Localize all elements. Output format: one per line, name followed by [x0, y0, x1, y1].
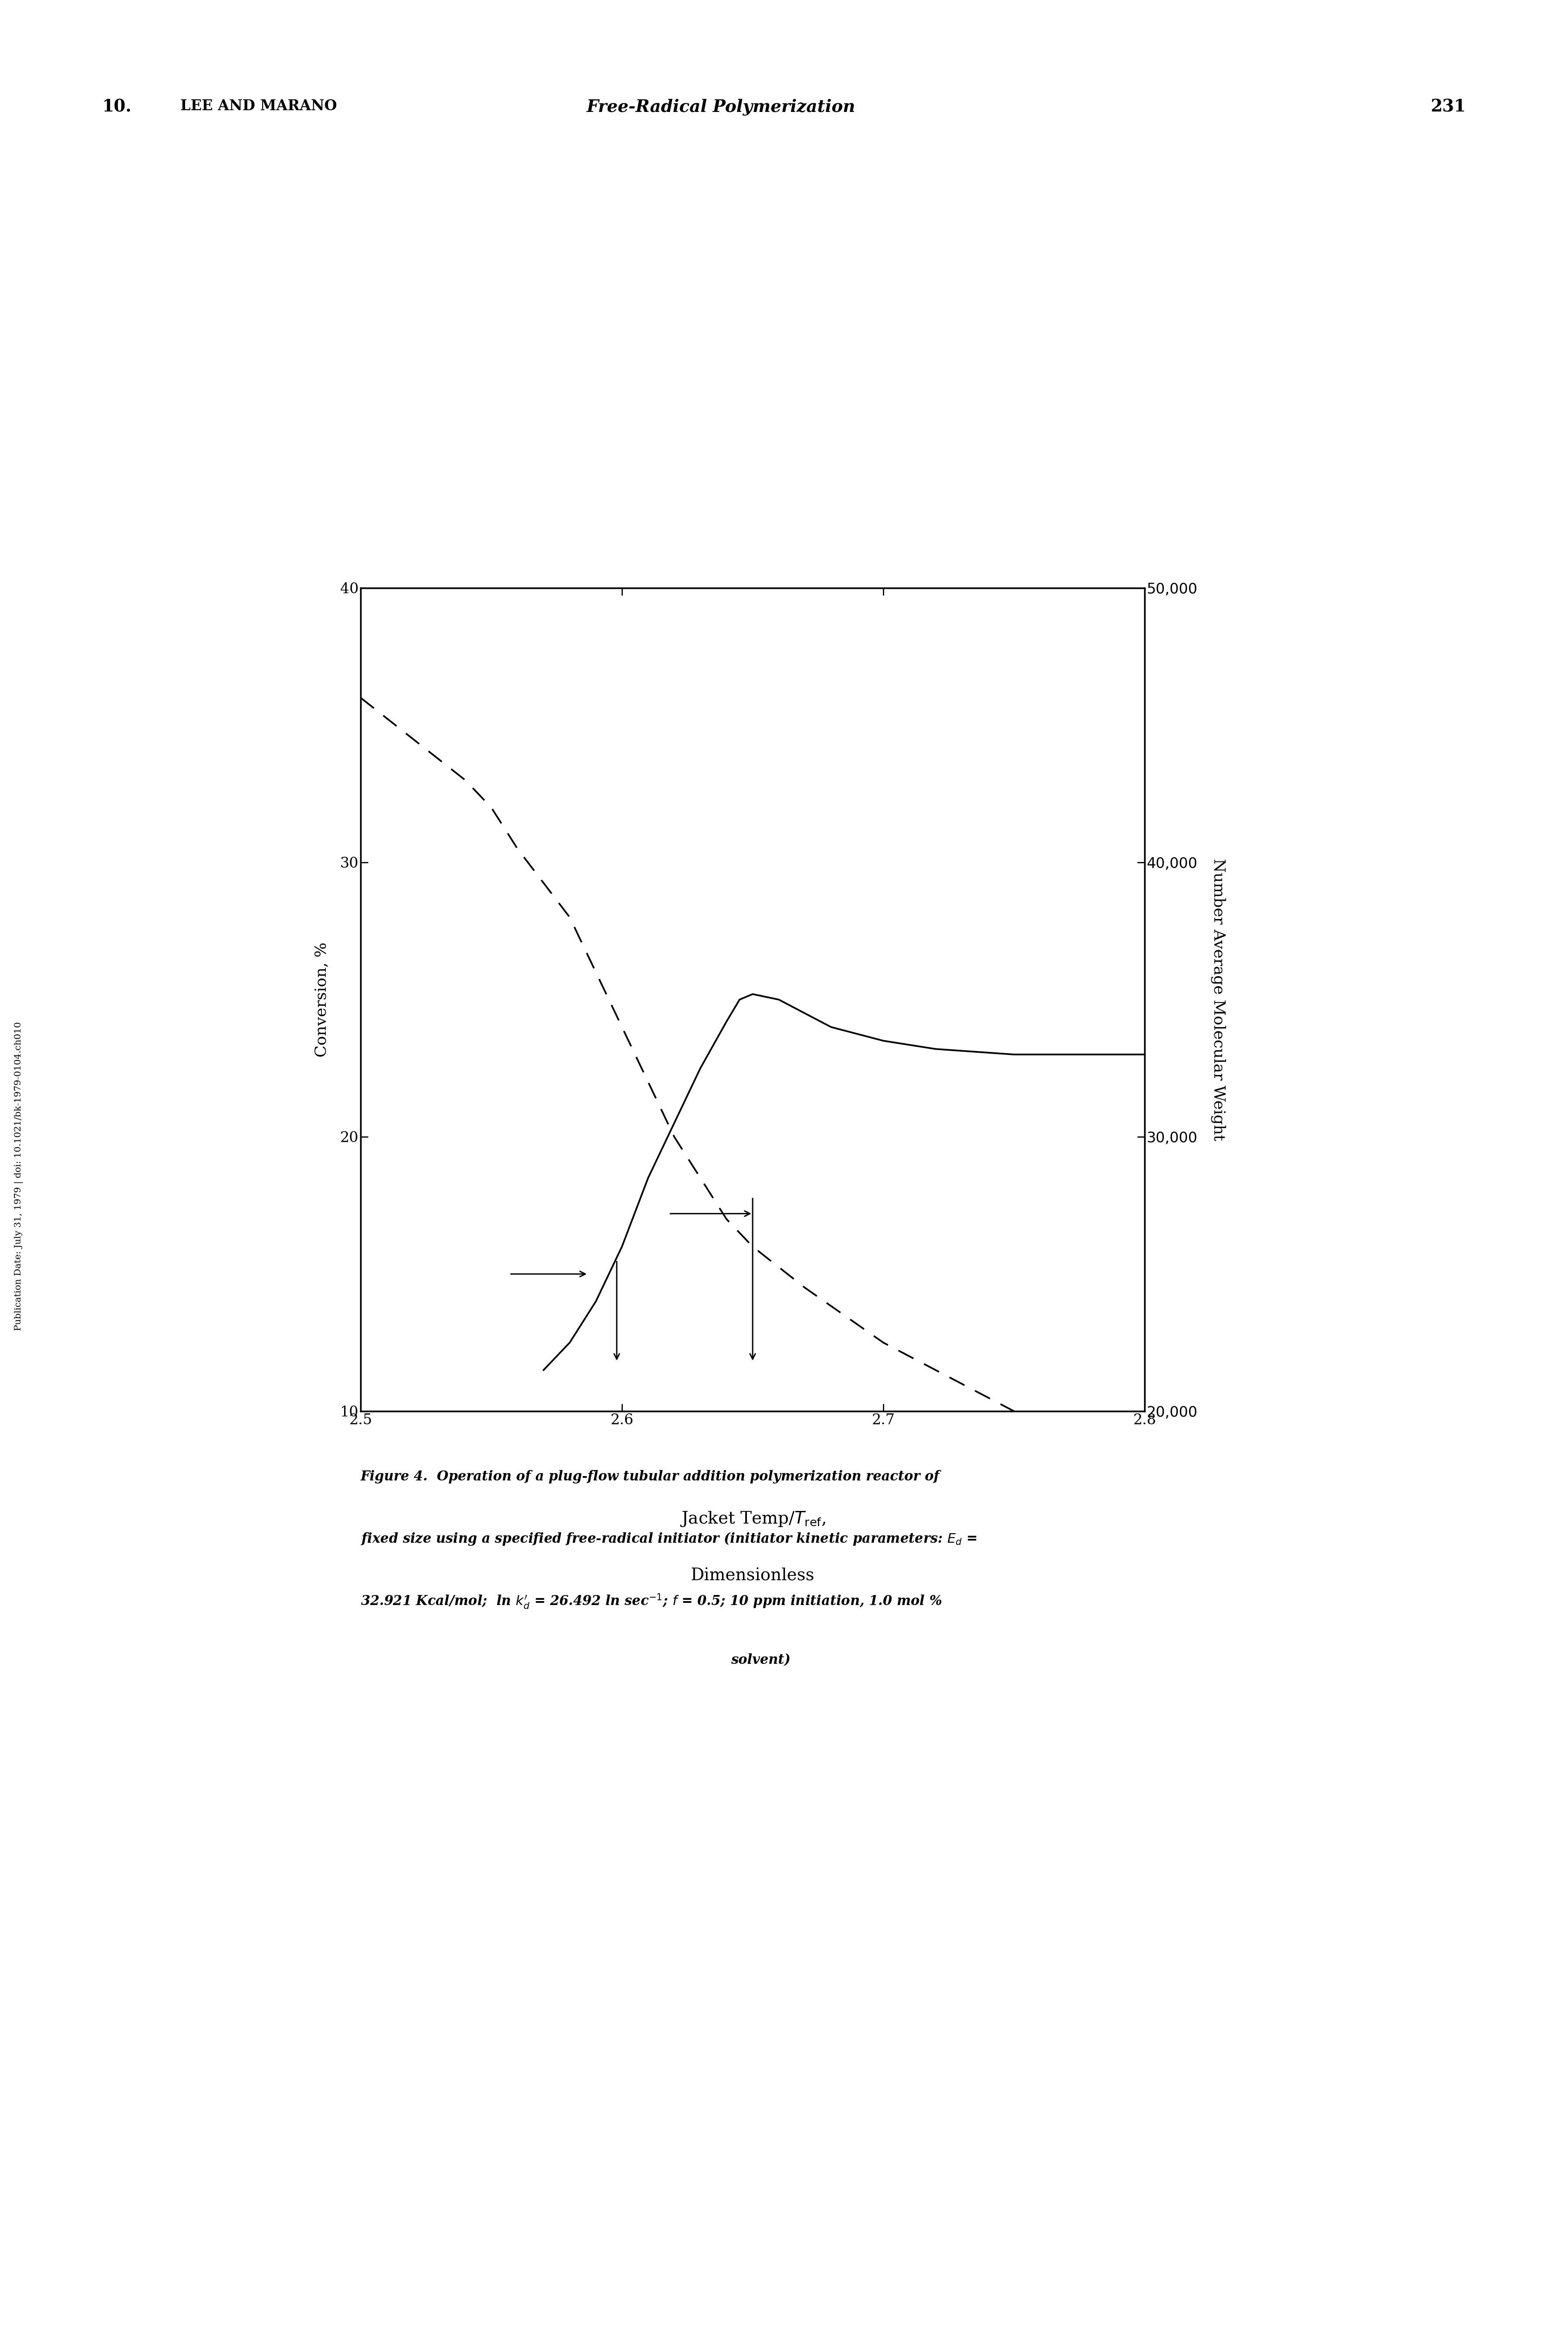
Text: Free-Radical Polymerization: Free-Radical Polymerization [586, 99, 856, 115]
Text: Jacket Temp/$T_{\rm ref}$,: Jacket Temp/$T_{\rm ref}$, [679, 1510, 826, 1529]
Y-axis label: Number Average Molecular Weight: Number Average Molecular Weight [1210, 858, 1226, 1141]
Text: 32.921 Kcal/mol;  ln $k_d'$ = 26.492 ln sec$^{-1}$; $f$ = 0.5; 10 ppm initiation: 32.921 Kcal/mol; ln $k_d'$ = 26.492 ln s… [361, 1592, 942, 1611]
Text: 10.: 10. [102, 99, 132, 115]
Text: LEE AND MARANO: LEE AND MARANO [180, 99, 337, 113]
Text: Dimensionless: Dimensionless [691, 1566, 814, 1583]
Text: 231: 231 [1430, 99, 1466, 115]
Text: Figure 4.  Operation of a plug-flow tubular addition polymerization reactor of: Figure 4. Operation of a plug-flow tubul… [361, 1470, 939, 1484]
Text: fixed size using a specified free-radical initiator (initiator kinetic parameter: fixed size using a specified free-radica… [361, 1531, 977, 1548]
Y-axis label: Conversion, %: Conversion, % [314, 943, 329, 1056]
Text: Publication Date: July 31, 1979 | doi: 10.1021/bk-1979-0104.ch010: Publication Date: July 31, 1979 | doi: 1… [14, 1021, 24, 1331]
Text: solvent): solvent) [731, 1653, 790, 1668]
